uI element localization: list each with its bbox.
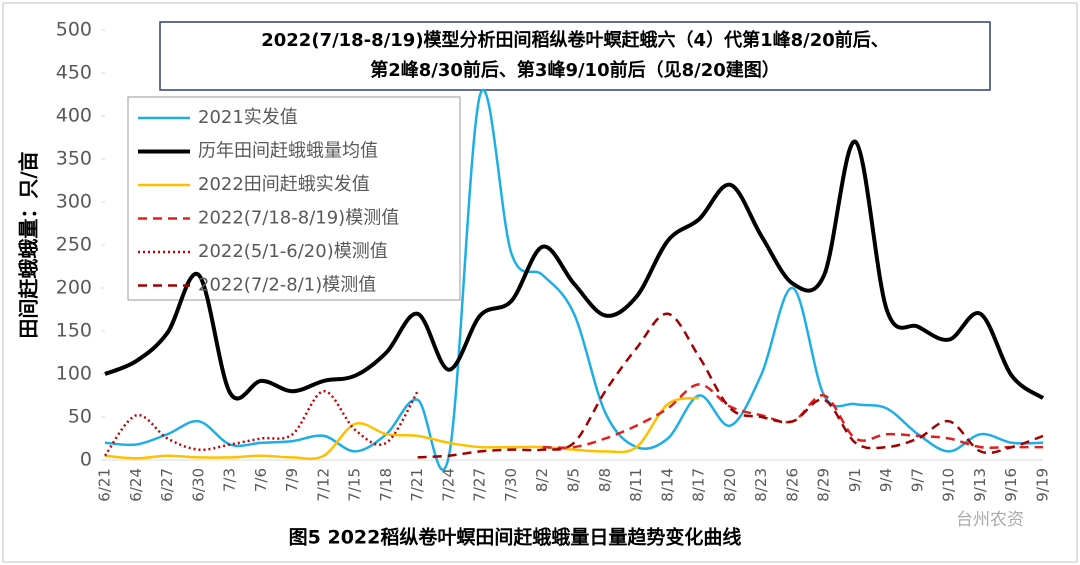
legend-box	[127, 96, 461, 301]
y-tick-label: 250	[56, 234, 92, 256]
legend-label: 历年田间赶蛾蛾量均值	[198, 141, 378, 162]
legend-label: 2022田间赶蛾实发值	[198, 174, 370, 195]
x-tick-label: 7/12	[314, 468, 332, 502]
x-tick-label: 9/13	[971, 468, 989, 502]
y-tick-label: 450	[56, 62, 92, 84]
series-line	[104, 396, 700, 460]
x-tick-label: 7/3	[221, 468, 239, 492]
legend-label: 2022(7/18-8/19)模测值	[198, 208, 399, 229]
y-axis-label: 田间赶蛾蛾量：只/亩	[17, 151, 41, 338]
x-tick-label: 7/9	[283, 468, 301, 492]
legend-label: 2021实发值	[198, 107, 298, 128]
series-line	[104, 89, 1044, 471]
y-tick-label: 500	[56, 19, 92, 41]
y-tick-label: 0	[80, 449, 92, 471]
y-tick-label: 350	[56, 148, 92, 170]
x-tick-label: 8/26	[783, 468, 801, 502]
x-tick-label: 9/7	[908, 468, 926, 492]
x-tick-label: 8/29	[815, 468, 833, 502]
x-tick-label: 6/30	[189, 468, 207, 502]
y-tick-label: 50	[68, 406, 92, 428]
y-tick-label: 100	[56, 363, 92, 385]
y-tick-label: 150	[56, 320, 92, 342]
title-box	[159, 21, 991, 91]
watermark: 台州农资	[956, 510, 1024, 530]
x-tick-label: 9/1	[846, 468, 864, 492]
x-tick-label: 8/2	[533, 468, 551, 492]
x-tick-label: 8/8	[596, 468, 614, 492]
x-tick-label: 9/16	[1002, 468, 1020, 502]
caption: 图5 2022稻纵卷叶螟田间赶蛾蛾量日量趋势变化曲线	[289, 526, 742, 549]
x-tick-label: 7/27	[471, 468, 489, 502]
x-tick-label: 8/20	[721, 468, 739, 502]
y-tick-label: 400	[56, 105, 92, 127]
x-tick-label: 8/23	[752, 468, 770, 502]
x-tick-label: 9/10	[940, 468, 958, 502]
legend-label: 2022(7/2-8/1)模测值	[198, 275, 376, 296]
x-tick-label: 8/5	[565, 468, 583, 492]
x-tick-label: 6/24	[127, 468, 145, 502]
x-tick-label: 9/19	[1034, 468, 1052, 502]
y-tick-label: 200	[56, 277, 92, 299]
x-tick-label: 7/6	[252, 468, 270, 492]
x-tick-label: 8/17	[690, 468, 708, 502]
chart-title: 2022(7/18-8/19)模型分析田间稻纵卷叶螟赶蛾六（4）代第1峰8/20…	[261, 29, 889, 51]
x-tick-label: 6/21	[96, 468, 114, 502]
x-tick-label: 7/21	[408, 468, 426, 502]
series-line	[104, 139, 1045, 401]
x-tick-label: 7/24	[439, 468, 457, 502]
x-tick-label: 7/30	[502, 468, 520, 502]
legend-label: 2022(5/1-6/20)模测值	[198, 241, 388, 262]
x-tick-label: 8/11	[627, 468, 645, 502]
x-tick-label: 9/4	[877, 468, 895, 492]
x-tick-label: 7/18	[377, 468, 395, 502]
y-tick-label: 300	[56, 191, 92, 213]
x-tick-label: 6/27	[158, 468, 176, 502]
x-tick-label: 7/15	[346, 468, 364, 502]
x-tick-label: 8/14	[658, 468, 676, 502]
chart-subtitle: 第2峰8/30前后、第3峰9/10前后（见8/20建图）	[370, 59, 780, 81]
